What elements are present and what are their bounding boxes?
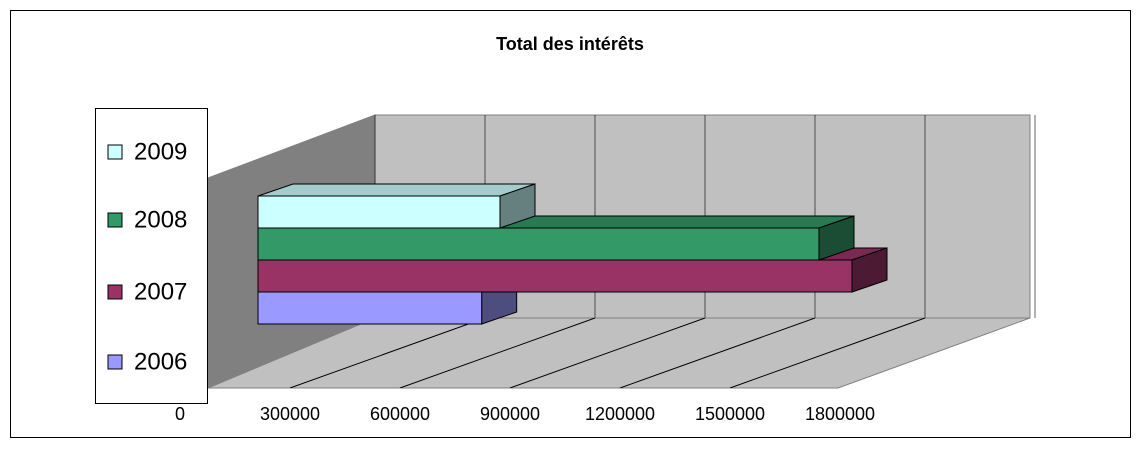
legend-label: 2008 bbox=[134, 206, 187, 233]
bar-top bbox=[257, 183, 536, 197]
grid-line bbox=[619, 318, 816, 388]
grid-line bbox=[289, 318, 486, 388]
x-tick-label: 0 bbox=[175, 404, 185, 424]
bar bbox=[257, 227, 820, 261]
chart-title: Total des intérêts bbox=[496, 34, 644, 54]
legend-label: 2007 bbox=[134, 278, 187, 305]
legend-swatch bbox=[107, 144, 123, 160]
legend-swatch bbox=[107, 212, 123, 228]
bar bbox=[257, 259, 853, 293]
grid-line bbox=[399, 318, 596, 388]
floor bbox=[207, 317, 1031, 389]
legend-swatch bbox=[107, 284, 123, 300]
legend-label: 2009 bbox=[134, 138, 187, 165]
bar bbox=[257, 291, 483, 325]
grid-line bbox=[729, 318, 926, 388]
grid-line bbox=[509, 318, 706, 388]
legend-label: 2006 bbox=[134, 348, 187, 375]
x-tick-label: 900000 bbox=[480, 404, 540, 424]
x-tick-label: 600000 bbox=[370, 404, 430, 424]
legend-swatch bbox=[107, 354, 123, 370]
x-tick-label: 300000 bbox=[260, 404, 320, 424]
x-tick-label: 1500000 bbox=[695, 404, 765, 424]
x-tick-label: 1200000 bbox=[585, 404, 655, 424]
bar bbox=[257, 195, 501, 229]
x-tick-label: 1800000 bbox=[805, 404, 875, 424]
